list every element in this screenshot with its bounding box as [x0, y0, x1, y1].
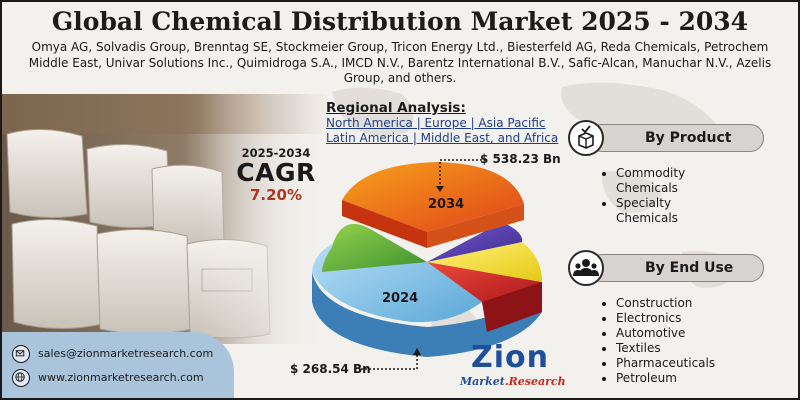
- warehouse-sacks-image: [2, 94, 332, 344]
- regional-list-line-2: Latin America | Middle East, and Africa: [326, 131, 559, 145]
- list-item: Petroleum: [616, 371, 766, 386]
- list-item: Specialty Chemicals: [616, 196, 736, 226]
- globe-icon: [12, 369, 30, 387]
- key-companies-list: Omya AG, Solvadis Group, Brenntag SE, St…: [28, 40, 772, 85]
- by-end-use-header: By End Use: [588, 254, 764, 282]
- by-product-header: By Product: [588, 124, 764, 152]
- cagr-period: 2025-2034: [241, 146, 311, 160]
- page-title: Global Chemical Distribution Market 2025…: [51, 7, 749, 36]
- market-pie-illustration: [312, 162, 542, 357]
- website-link[interactable]: www.zionmarketresearch.com: [38, 371, 204, 384]
- list-item: Electronics: [616, 311, 766, 326]
- mail-icon: [12, 345, 30, 363]
- by-product-title: By Product: [645, 130, 732, 146]
- email-link[interactable]: sales@zionmarketresearch.com: [38, 347, 214, 360]
- cagr-label: CAGR: [236, 158, 316, 187]
- regional-list-line-1: North America | Europe | Asia Pacific: [326, 116, 546, 130]
- value-2024-pointer: [361, 348, 421, 370]
- logo-sub-research: .Research: [504, 375, 566, 388]
- by-end-use-title: By End Use: [645, 260, 734, 276]
- by-product-list: Commodity Chemicals Specialty Chemicals: [600, 166, 736, 226]
- value-2024: $ 268.54 Bn: [290, 362, 371, 376]
- box-check-icon: [568, 120, 604, 156]
- list-item: Commodity Chemicals: [616, 166, 736, 196]
- value-2034: $ 538.23 Bn: [480, 152, 561, 166]
- year-2024-label: 2024: [382, 291, 419, 306]
- value-2034-pointer: [436, 159, 488, 192]
- list-item: Construction: [616, 296, 766, 311]
- regional-analysis-title: Regional Analysis:: [326, 100, 466, 116]
- logo-name: Zion: [470, 340, 549, 375]
- logo-sub-market: Market: [460, 375, 505, 388]
- zion-logo: Zion Market.Research: [460, 340, 566, 396]
- list-item: Automotive: [616, 326, 766, 341]
- year-2034-label: 2034: [428, 197, 465, 212]
- contact-panel: sales@zionmarketresearch.com www.zionmar…: [2, 332, 234, 398]
- cagr-block: 2025-2034 CAGR 7.20%: [224, 146, 328, 204]
- list-item: Pharmaceuticals: [616, 356, 766, 371]
- logo-subtitle: Market.Research: [460, 375, 566, 388]
- by-end-use-list: Construction Electronics Automotive Text…: [600, 296, 766, 386]
- regional-analysis: Regional Analysis: North America | Europ…: [326, 100, 576, 146]
- list-item: Textiles: [616, 341, 766, 356]
- cagr-rate: 7.20%: [249, 186, 303, 204]
- users-icon: [568, 250, 604, 286]
